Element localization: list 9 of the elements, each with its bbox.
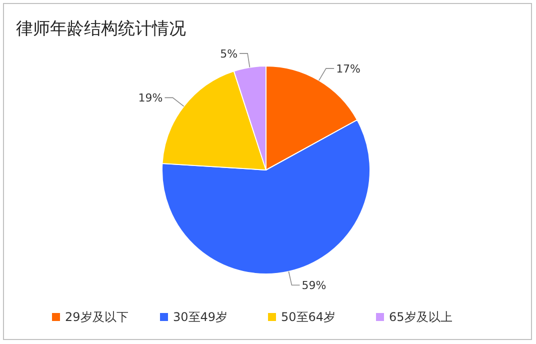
legend-label: 29岁及以下 [65, 310, 128, 324]
data-label: 59% [302, 279, 326, 292]
legend-label: 30至49岁 [173, 310, 228, 324]
data-label: 5% [220, 47, 238, 60]
chart-title: 律师年龄结构统计情况 [16, 19, 186, 39]
legend-label: 65岁及以上 [389, 310, 452, 324]
data-label: 19% [138, 92, 163, 105]
legend-label: 50至64岁 [281, 310, 336, 324]
data-label: 17% [336, 62, 361, 76]
